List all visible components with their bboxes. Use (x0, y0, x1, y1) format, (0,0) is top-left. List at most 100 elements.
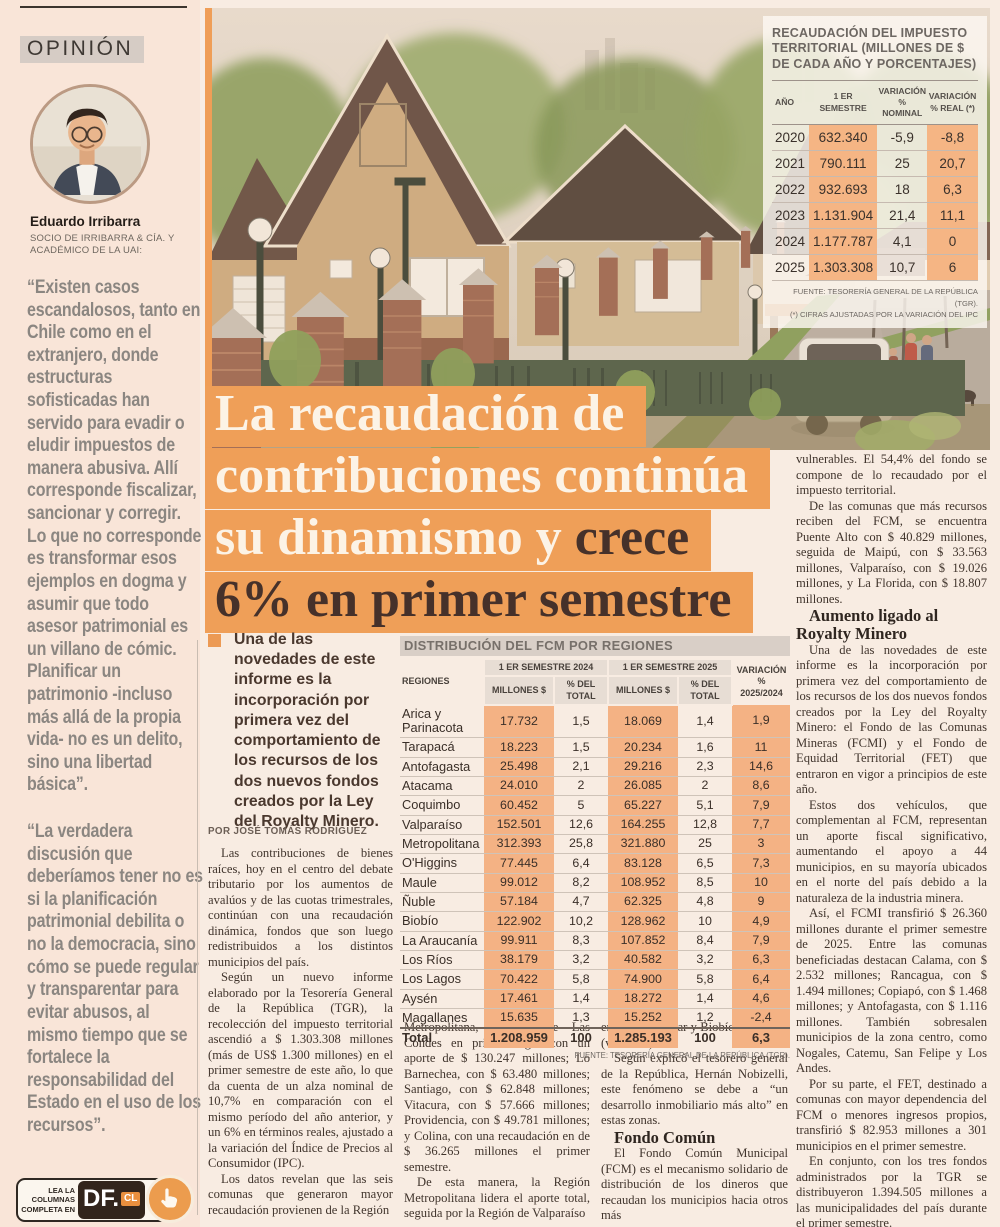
table-cell: 10 (678, 911, 732, 932)
table-cell: Arica y Parinacota (400, 704, 484, 739)
subhead-royalty: Aumento ligado al Royalty Minero (796, 606, 939, 643)
table-cell: 26.085 (608, 776, 678, 797)
table-row: Coquimbo 60.452 5 65.227 5,1 7,9 (400, 795, 790, 816)
tax-col-semestre: 1 ER SEMESTRE (808, 79, 878, 126)
table-cell: 29.216 (608, 757, 678, 778)
tax-header-row: AÑO 1 ER SEMESTRE VARIACIÓN % NOMINAL VA… (772, 79, 978, 126)
table-row: La Araucanía 99.911 8,3 107.852 8,4 7,9 (400, 931, 790, 952)
table-row: 2024 1.177.787 4,1 0 (772, 228, 978, 256)
df-cl-tag: CL (121, 1192, 141, 1206)
regions-table-source: FUENTE: TESORERÍA GENERAL DE LA REPÚBLIC… (574, 1050, 790, 1060)
table-cell: 6 (927, 254, 978, 282)
table-cell: 4,1 (877, 228, 928, 256)
table-cell: 17.461 (484, 989, 554, 1010)
table-cell: 70.422 (484, 969, 554, 990)
opinion-quotes: “Existen casos escandalosos, tanto en Ch… (27, 276, 203, 1161)
author-role: SOCIO DE IRRIBARRA & CÍA. Y ACADÉMICO DE… (30, 233, 175, 257)
table-cell: 1,3 (554, 1008, 608, 1029)
tax-table: AÑO 1 ER SEMESTRE VARIACIÓN % NOMINAL VA… (772, 79, 978, 282)
table-cell: 8,3 (554, 931, 608, 952)
table-row: Biobío 122.902 10,2 128.962 10 4,9 (400, 911, 790, 932)
table-cell: 2020 (772, 124, 809, 152)
table-row: Tarapacá 18.223 1,5 20.234 1,6 11 (400, 737, 790, 758)
article-paragraph: El Fondo Común Municipal (FCM) es el mec… (601, 1146, 788, 1223)
table-cell: 17.732 (484, 704, 554, 739)
table-cell: 5,8 (554, 969, 608, 990)
table-cell: 1,4 (678, 989, 732, 1010)
table-cell: 21,4 (877, 202, 928, 230)
table-cell: 1,6 (678, 737, 732, 758)
headline-line: 6% en primer semestre (205, 572, 754, 634)
table-cell: 10 (732, 873, 790, 894)
table-cell: 11 (732, 737, 790, 758)
regions-group-2024: 1 ER SEMESTRE 2024 (483, 657, 609, 678)
table-cell: 5,1 (678, 795, 732, 816)
article-paragraph: Por su parte, el FET, destinado a comuna… (796, 1076, 987, 1153)
table-row: Ñuble 57.184 4,7 62.325 4,8 9 (400, 892, 790, 913)
table-cell: 100 (554, 1027, 608, 1048)
table-row: Arica y Parinacota 17.732 1,5 18.069 1,4 1,9 (400, 704, 790, 739)
regions-col-region: REGIONES (402, 676, 450, 687)
headline-line: contribuciones continúa (205, 448, 771, 510)
table-cell: 14,6 (732, 757, 790, 778)
table-cell: Los Ríos (400, 950, 484, 971)
table-cell: 15.252 (608, 1008, 678, 1029)
table-cell: 8,6 (732, 776, 790, 797)
table-cell: 20.234 (608, 737, 678, 758)
regions-table-title: DISTRIBUCIÓN DEL FCM POR REGIONES (400, 636, 790, 656)
regions-col-millones-2025: MILLONES $ (607, 675, 679, 706)
table-cell: Biobío (400, 911, 484, 932)
quote-paragraph: “La verdadera discusión que deberíamos t… (27, 820, 203, 1136)
table-cell: 1,4 (678, 704, 732, 739)
table-cell: 24.010 (484, 776, 554, 797)
table-cell: 15.635 (484, 1008, 554, 1029)
regions-group-2025: 1 ER SEMESTRE 2025 (607, 657, 733, 678)
regions-col-pct-2025: % DEL TOTAL (677, 675, 733, 706)
article-paragraph: De esta manera, la Región Metropolitana … (404, 1175, 590, 1220)
tax-table-title: RECAUDACIÓN DEL IMPUESTO TERRITORIAL (MI… (772, 26, 977, 71)
table-cell: Coquimbo (400, 795, 484, 816)
author-name: Eduardo Irribarra (30, 214, 141, 229)
table-cell: 6,3 (732, 950, 790, 971)
table-cell: 0 (927, 228, 978, 256)
table-row: 2022 932.693 18 6,3 (772, 176, 978, 204)
table-cell: Magallanes (400, 1008, 484, 1029)
table-cell: 1.131.904 (808, 202, 878, 230)
table-row: Valparaíso 152.501 12,6 164.255 12,8 7,7 (400, 815, 790, 836)
headline-line: La recaudación de (205, 386, 647, 448)
headline: La recaudación de contribuciones continú… (205, 386, 771, 634)
df-promo-badge[interactable]: LEA LA COLUMNAS COMPLETA EN DF. CL (16, 1175, 194, 1227)
section-label: OPINIÓN (27, 37, 134, 60)
table-cell: Valparaíso (400, 815, 484, 836)
table-row: Los Ríos 38.179 3,2 40.582 3,2 6,3 (400, 950, 790, 971)
table-cell: 790.111 (808, 150, 878, 178)
table-cell: 18.069 (608, 704, 678, 739)
table-cell: Aysén (400, 989, 484, 1010)
opinion-band (20, 36, 144, 63)
regions-col-variacion: VARIACIÓN % 2025/2024 (736, 665, 787, 698)
regions-header-sub-row: MILLONES $ % DEL TOTAL MILLONES $ % DEL … (400, 675, 790, 706)
table-cell: 12,6 (554, 815, 608, 836)
table-cell: 7,3 (732, 853, 790, 874)
table-cell: 7,9 (732, 931, 790, 952)
promo-pill[interactable]: LEA LA COLUMNAS COMPLETA EN DF. CL (16, 1178, 168, 1222)
table-cell: 2,1 (554, 757, 608, 778)
table-cell: 12,8 (678, 815, 732, 836)
headline-light-part: su dinamismo y (215, 509, 562, 567)
table-cell: 99.911 (484, 931, 554, 952)
table-row: 2025 1.303.308 10,7 6 (772, 254, 978, 282)
table-cell: 152.501 (484, 815, 554, 836)
tax-table-source: FUENTE: TESORERÍA GENERAL DE LA REPÚBLIC… (772, 286, 978, 320)
table-cell: 6,3 (927, 176, 978, 204)
table-cell: 74.900 (608, 969, 678, 990)
promo-label: LEA LA COLUMNAS COMPLETA EN (21, 1185, 75, 1214)
photo-left-accent (205, 8, 212, 450)
table-cell: 7,9 (732, 795, 790, 816)
top-rule (20, 6, 187, 8)
table-cell: 312.393 (484, 834, 554, 855)
table-cell: 8,4 (678, 931, 732, 952)
table-cell: 4,7 (554, 892, 608, 913)
article-column-1: Las contribuciones de bienes raíces, hoy… (208, 846, 393, 1218)
regions-header-group-row: REGIONES 1 ER SEMESTRE 2024 1 ER SEMESTR… (400, 657, 790, 698)
